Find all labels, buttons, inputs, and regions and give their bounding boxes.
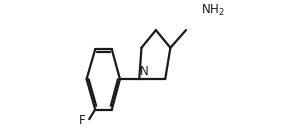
Text: N: N: [140, 65, 148, 78]
Text: F: F: [79, 114, 86, 127]
Text: NH$_2$: NH$_2$: [201, 3, 225, 18]
